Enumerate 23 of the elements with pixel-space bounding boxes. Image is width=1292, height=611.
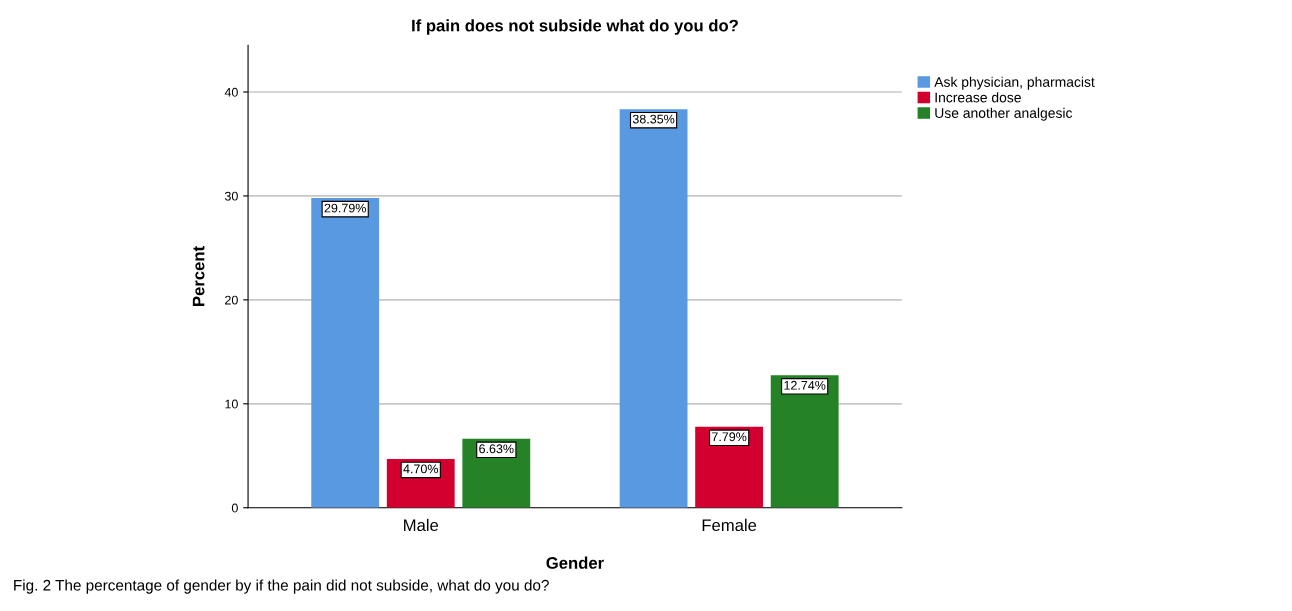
legend-label: Increase dose <box>935 92 1021 103</box>
x-tick-label: Male <box>404 518 439 532</box>
bar <box>619 109 688 508</box>
data-label: 29.79% <box>324 203 366 213</box>
data-label: 4.70% <box>403 464 439 474</box>
data-label: 38.35% <box>632 114 675 124</box>
y-tick-label: 30 <box>224 191 238 201</box>
y-tick-label: 20 <box>225 295 238 305</box>
data-label: 6.63% <box>479 444 514 454</box>
y-tick-label: 10 <box>225 399 238 409</box>
x-tick-label: Female <box>702 518 757 532</box>
y-tick-label: 0 <box>231 503 238 513</box>
chart-title: If pain does not subside what do you do? <box>412 19 738 35</box>
caption: Fig. 2 The percentage of gender by if the pain did not subside, what do you do? <box>14 579 549 594</box>
legend-label: Use another analgesic <box>935 107 1073 121</box>
legend-label: Ask physician, pharmacist <box>934 76 1095 90</box>
bar <box>311 198 380 508</box>
y-axis-title: Percent <box>192 246 205 306</box>
bar <box>770 375 839 508</box>
data-label: 12.74% <box>784 380 826 390</box>
x-axis-title: Gender <box>546 556 604 569</box>
data-label: 7.79% <box>712 432 747 442</box>
y-tick-label: 40 <box>224 87 238 97</box>
